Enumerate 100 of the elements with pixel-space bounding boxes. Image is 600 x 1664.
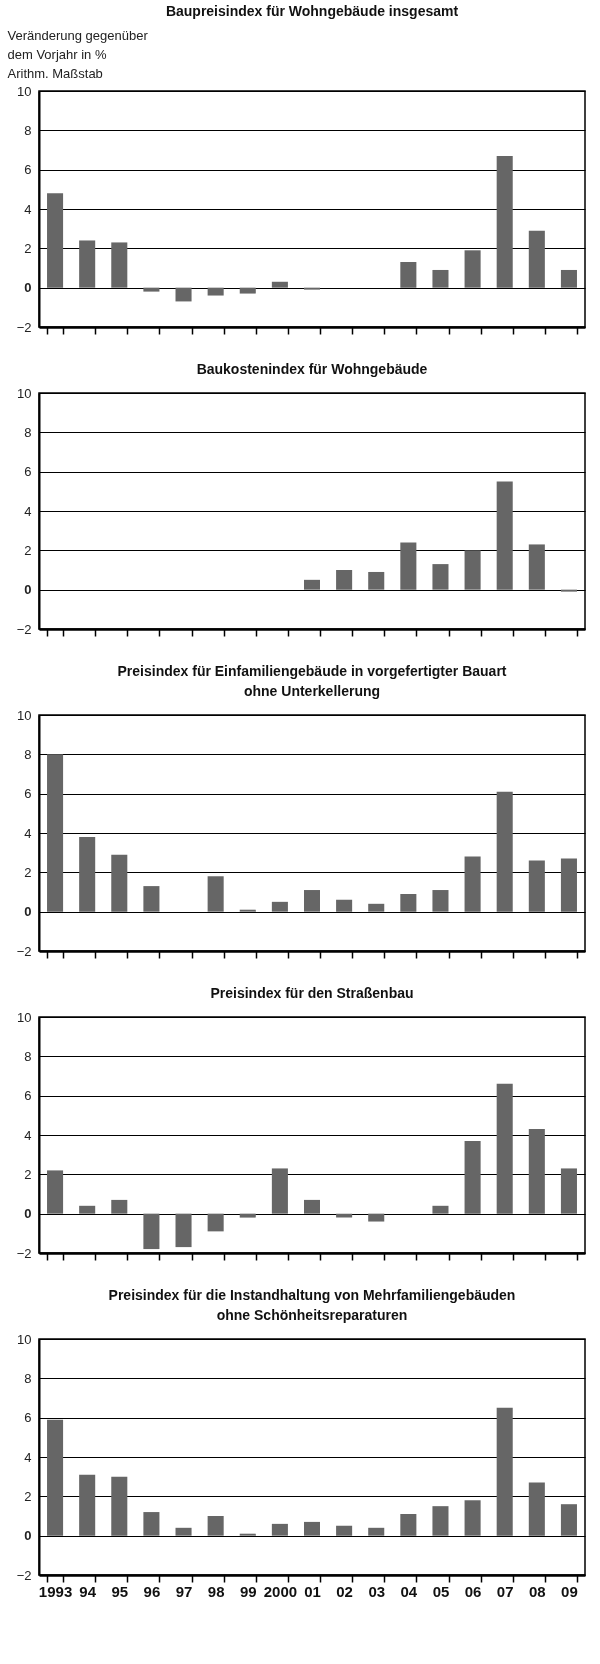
y-tick-label: 4 [24,1127,32,1143]
y-tick-label: 2 [24,1488,32,1504]
y-tick-label: 4 [24,201,32,217]
x-tick-label: 06 [464,1582,482,1600]
y-tick-label: 10 [17,385,32,401]
bar [175,1527,192,1536]
bar [271,901,288,912]
bar [79,1474,96,1536]
x-tick-label: 94 [79,1582,97,1600]
bar [496,1083,513,1214]
bar [528,230,545,288]
x-tick-label: 03 [368,1582,386,1600]
x-tick-label: 95 [111,1582,129,1600]
bar [528,1129,545,1214]
chart-title: Preisindex für die Instandhaltung von Mehrfamiliengebäuden ohne Schönheitsreparaturen [108,1287,516,1323]
y-tick-label: −2 [16,1245,32,1261]
bar [303,1521,321,1536]
y-tick-label: 0 [24,280,32,296]
x-tick-label: 05 [432,1582,450,1600]
bar [528,544,545,590]
bar [303,890,321,912]
bar [464,1140,481,1214]
bar [271,1523,288,1536]
y-tick-label: 4 [24,825,32,841]
bar [239,287,256,294]
x-tick-label: 09 [561,1582,578,1600]
bar [496,155,513,288]
y-tick-label: 6 [24,786,32,802]
bar [175,287,192,302]
x-tick-label: 99 [239,1582,257,1600]
y-tick-label: 4 [24,1449,32,1465]
x-tick-label: 07 [496,1582,514,1600]
y-tick-label: 6 [24,464,32,480]
chart-title: Baupreisindex für Wohngebäude insgesamt [165,3,459,19]
bar [143,287,160,292]
bar [143,886,160,912]
x-tick-label: 02 [336,1582,353,1600]
y-tick-label: 0 [24,582,32,598]
y-tick-label: 0 [24,904,32,920]
x-tick-label: 04 [400,1582,418,1600]
y-tick-label: 6 [24,162,32,178]
y-tick-label: 6 [24,1088,32,1104]
bar [47,1170,64,1214]
y-tick-label: 2 [24,864,32,880]
text: Arithm. Maßstab [7,65,103,81]
bar [336,1525,353,1536]
y-tick-label: 8 [24,122,32,138]
bar [111,854,128,912]
bar [368,903,385,912]
bar [368,571,385,590]
bar [560,1504,577,1536]
bar [400,262,417,288]
y-axis-title: Veränderung gegenüber dem Vorjahr in % [7,27,149,62]
bar [303,1199,321,1214]
bar [560,269,577,288]
bar [496,1407,513,1536]
bar [400,542,417,590]
bar [143,1512,160,1536]
x-tick-label: 01 [304,1582,321,1600]
bar [271,1168,288,1214]
bar [336,899,353,912]
bar [400,893,417,912]
bar [303,579,321,590]
bar [464,550,481,590]
bar [432,269,449,288]
bar [207,1516,224,1536]
y-tick-label: −2 [16,943,32,959]
y-tick-label: 10 [17,1009,32,1025]
bar [432,890,449,912]
bar [496,481,513,590]
bar [271,281,288,288]
bar [400,1514,417,1536]
bar [47,754,64,912]
bar [464,856,481,912]
y-tick-label: −2 [16,621,32,637]
y-tick-label: 8 [24,1370,32,1386]
bar [368,1213,385,1222]
y-tick-label: 10 [17,83,32,99]
y-tick-label: 6 [24,1410,32,1426]
bar [175,1213,192,1248]
bar [207,287,224,296]
y-tick-label: 0 [24,1528,32,1544]
y-tick-label: 0 [24,1206,32,1222]
bar [336,1213,353,1218]
y-tick-label: −2 [16,1567,32,1583]
bar [143,1213,160,1250]
bar [47,1419,64,1536]
bar [368,1527,385,1536]
x-tick-label: 96 [143,1582,161,1600]
x-tick-label: 97 [175,1582,193,1600]
bar [111,242,128,288]
bar [79,240,96,288]
y-tick-label: 10 [17,1331,32,1347]
bar [336,570,353,590]
chart-title: Preisindex für den Straßenbau [210,985,414,1001]
bar [432,564,449,590]
bar [47,193,64,288]
bar [111,1476,128,1536]
bar [528,860,545,912]
x-tick-label: 2000 [263,1582,298,1600]
